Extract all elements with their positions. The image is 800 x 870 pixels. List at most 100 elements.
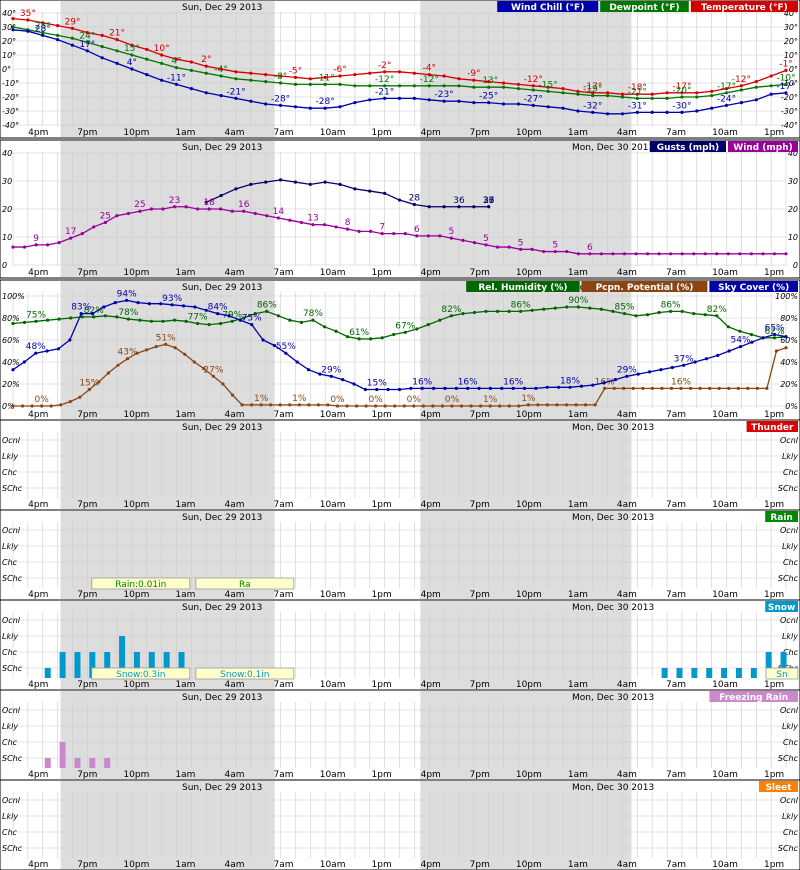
y-tick-label: SChc <box>2 844 23 853</box>
legend-label: Wind Chill (°F) <box>511 3 584 13</box>
data-point <box>242 209 246 213</box>
data-point <box>202 367 206 371</box>
data-point <box>583 403 588 407</box>
data-point <box>665 110 669 114</box>
data-label: 29° <box>64 17 80 27</box>
data-label: 4° <box>171 57 181 67</box>
data-point <box>55 33 60 38</box>
data-point <box>708 386 712 390</box>
data-point <box>710 89 714 93</box>
data-point <box>397 198 402 202</box>
data-point <box>41 30 45 35</box>
data-label: 37% <box>674 354 694 364</box>
data-label: -19° <box>583 85 602 95</box>
amount-box <box>195 577 295 590</box>
day-label: Sun, Dec 29 2013 <box>182 3 262 13</box>
data-point <box>754 98 758 102</box>
data-point <box>234 96 238 100</box>
data-point <box>115 49 119 53</box>
data-label: 8 <box>345 218 351 228</box>
data-point <box>272 343 277 348</box>
x-tick-label: 7am <box>274 770 294 780</box>
data-label: 7 <box>379 223 385 233</box>
data-point <box>479 404 483 408</box>
data-point <box>669 309 673 313</box>
data-point <box>69 316 73 320</box>
x-tick-label: 1am <box>568 500 588 510</box>
day-label: Sun, Dec 29 2013 <box>182 783 262 793</box>
data-point <box>631 386 635 390</box>
data-point <box>80 232 84 236</box>
data-label: 23 <box>169 196 180 206</box>
data-point <box>530 308 534 312</box>
panel-snow: OcnlOcnlLklyLklyChcChcSChcSChc4pm7pm10pm… <box>0 599 800 691</box>
data-point <box>41 33 45 38</box>
y-tick-label: Ocnl <box>2 706 21 715</box>
data-point <box>688 386 693 390</box>
data-point <box>369 229 373 233</box>
data-point <box>531 84 535 88</box>
data-point <box>657 310 661 315</box>
data-label: 43% <box>118 348 138 358</box>
data-point <box>602 381 606 385</box>
data-point <box>710 106 714 110</box>
x-tick-label: 4am <box>224 680 244 690</box>
data-label: -21° <box>628 87 647 97</box>
data-point <box>221 382 225 386</box>
data-label: 6 <box>414 225 420 235</box>
data-label: 36 <box>453 196 465 206</box>
data-point <box>397 387 402 392</box>
data-point <box>102 305 106 309</box>
data-point <box>635 92 639 96</box>
y-tick-label: Lkly <box>2 722 18 731</box>
data-point <box>472 85 476 89</box>
x-tick-label: 7pm <box>77 410 97 420</box>
data-point <box>57 241 61 245</box>
y-tick-label: Ocnl <box>780 706 799 715</box>
y-tick-label: Lkly <box>2 452 18 461</box>
x-tick-label: 4am <box>617 590 637 600</box>
night-shade <box>60 781 275 869</box>
data-label: -15° <box>539 80 558 90</box>
data-point <box>591 94 595 98</box>
probability-bar <box>119 636 126 678</box>
data-point <box>427 98 431 102</box>
data-label: 25 <box>134 200 145 210</box>
x-tick-label: 10pm <box>516 590 542 600</box>
data-label: 15° <box>124 44 140 54</box>
data-point <box>657 252 661 256</box>
data-point <box>184 205 188 209</box>
data-label: -12° <box>524 75 543 85</box>
data-label: -8° <box>274 72 287 82</box>
x-tick-label: 1am <box>175 268 195 278</box>
data-point <box>635 110 639 114</box>
data-point <box>234 77 238 81</box>
data-point <box>546 85 550 89</box>
data-point <box>338 82 342 86</box>
x-tick-label: 7am <box>274 860 294 870</box>
x-tick-label: 1am <box>568 770 588 780</box>
data-label: -17° <box>583 82 602 92</box>
y-tick-label: Lkly <box>782 632 798 641</box>
data-label: 5 <box>483 234 489 244</box>
data-point <box>670 365 674 370</box>
x-tick-label: 10pm <box>516 410 542 420</box>
data-label: -10° <box>776 73 795 83</box>
x-tick-label: 7am <box>274 128 294 138</box>
x-tick-label: 1am <box>175 680 195 690</box>
data-point <box>574 403 578 407</box>
y-tick-label: Lkly <box>782 722 798 731</box>
legend-box <box>765 511 798 522</box>
amount-label: Snow:0.1in <box>220 670 269 680</box>
x-tick-label: 10am <box>320 268 346 278</box>
data-point <box>784 91 788 95</box>
data-point <box>189 68 193 72</box>
data-point <box>682 363 686 367</box>
x-tick-label: 1pm <box>372 268 392 278</box>
data-point <box>680 252 684 256</box>
data-point <box>374 404 378 408</box>
x-tick-label: 1pm <box>764 770 784 780</box>
x-tick-label: 7am <box>274 268 294 278</box>
data-point <box>516 102 521 106</box>
data-point <box>253 211 257 216</box>
